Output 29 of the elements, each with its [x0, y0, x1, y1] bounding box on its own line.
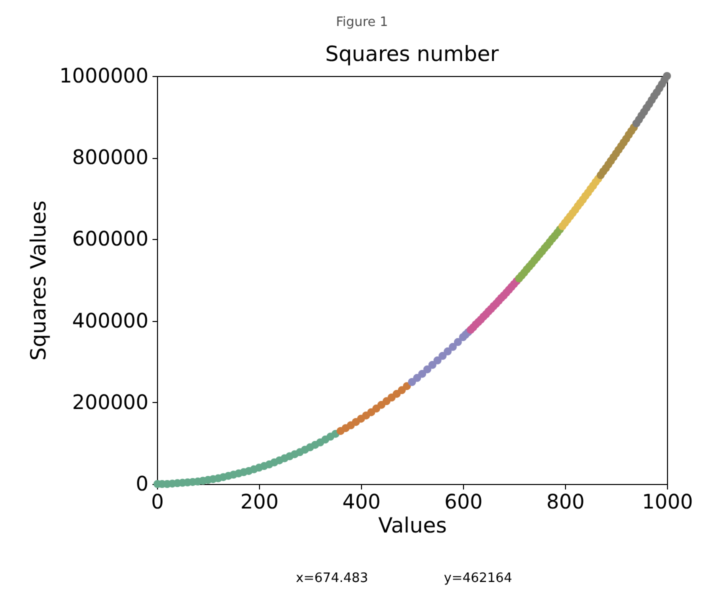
point: [663, 72, 671, 80]
y-tick-label: 200000: [72, 390, 148, 414]
x-tick-label: 600: [444, 490, 483, 514]
x-tick-label: 200: [240, 490, 279, 514]
x-tick-label: 0: [151, 490, 164, 514]
text: y=462164: [444, 571, 512, 586]
y-tick-label: 400000: [72, 308, 148, 332]
point: [448, 342, 457, 351]
x-tick-label: 800: [546, 490, 585, 514]
point: [454, 338, 462, 346]
y-axis-title: Squares Values: [26, 200, 50, 361]
caption: Figure 1: [336, 15, 388, 30]
point: [408, 378, 416, 386]
y-tick-label: 1000000: [59, 64, 148, 88]
point: [444, 347, 452, 356]
point: [418, 370, 426, 378]
text: x=674.483: [296, 571, 368, 586]
point: [438, 352, 447, 360]
x-tick-label: 400: [342, 490, 381, 514]
chart-title: Squares number: [325, 42, 500, 66]
x-tick-label: 1000: [642, 490, 693, 514]
y-tick-label: 0: [136, 472, 148, 496]
point: [434, 356, 442, 364]
y-tick-label: 600000: [72, 226, 148, 251]
point: [402, 382, 411, 390]
point: [428, 360, 436, 369]
x-axis-title: Values: [378, 514, 447, 538]
point: [423, 365, 432, 374]
y-tick-label: 800000: [72, 145, 148, 170]
